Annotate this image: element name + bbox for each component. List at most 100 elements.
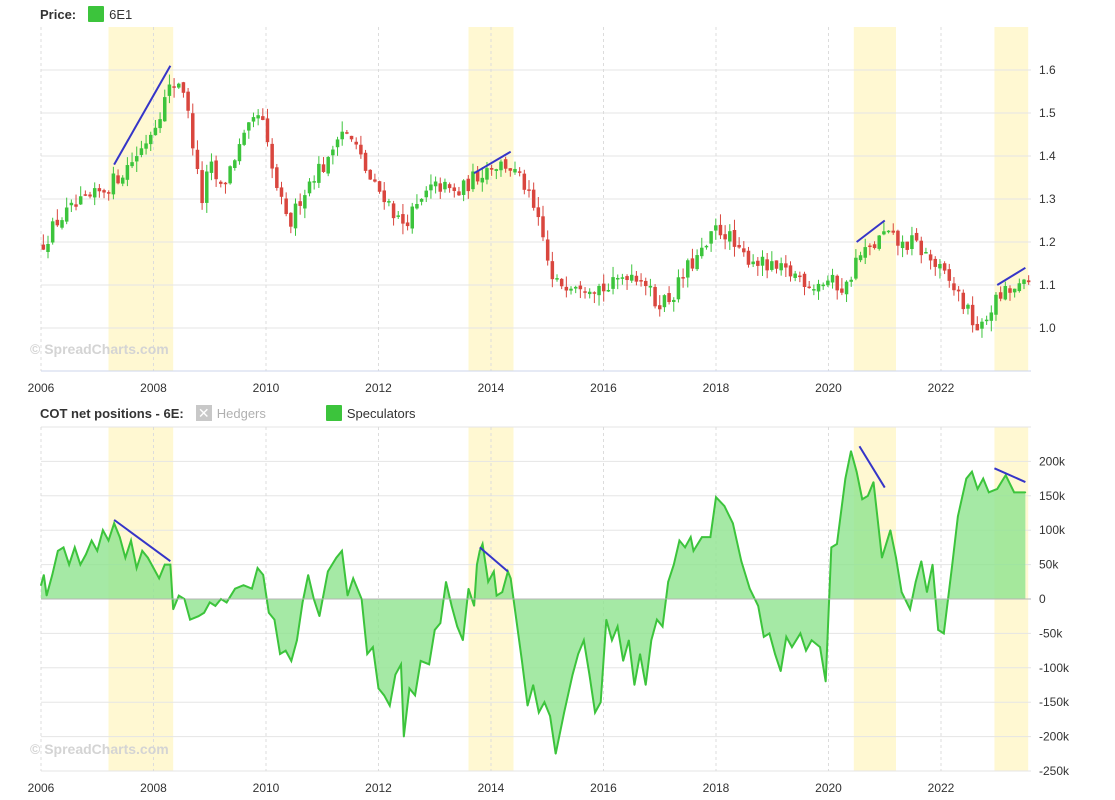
price-candle — [382, 190, 386, 203]
speculators-point — [169, 563, 172, 566]
price-candle — [784, 263, 788, 268]
price-candle — [209, 161, 214, 173]
speculators-point — [473, 605, 475, 607]
price-candle — [55, 219, 60, 226]
price-candle — [812, 289, 816, 291]
speculators-point — [178, 594, 180, 597]
price-candle — [172, 86, 176, 88]
price-candle — [335, 139, 340, 148]
price-trendline — [473, 150, 512, 175]
price-candle — [606, 289, 611, 292]
speculators-point — [279, 653, 281, 655]
cot-y-tick-label: 150k — [1039, 489, 1066, 503]
speculators-point — [135, 567, 138, 569]
cot-y-tick-label: -200k — [1039, 730, 1070, 744]
speculators-point — [394, 673, 397, 676]
price-candle — [714, 225, 718, 231]
speculators-point — [62, 546, 65, 549]
price-candle — [531, 189, 536, 208]
speculators-point — [467, 587, 470, 590]
cot-x-tick-label: 2010 — [253, 781, 280, 795]
price-trendline — [113, 65, 172, 166]
price-x-tick-label: 2016 — [590, 381, 617, 395]
speculators-point — [273, 618, 276, 621]
speculators-point — [476, 563, 478, 566]
price-candle — [177, 83, 181, 88]
price-candle — [158, 119, 162, 129]
price-candle — [191, 113, 195, 149]
price-candle — [559, 278, 564, 287]
price-candle — [401, 214, 405, 224]
speculators-point — [377, 687, 380, 690]
price-candle — [770, 261, 774, 270]
price-candle — [844, 281, 849, 295]
speculators-point — [673, 563, 675, 566]
price-candle — [891, 230, 895, 233]
price-candle — [1012, 288, 1017, 293]
speculators-point — [43, 574, 45, 576]
price-candle — [97, 188, 102, 192]
speculators-point — [577, 653, 579, 655]
price-candle — [541, 216, 545, 238]
speculators-point — [605, 618, 608, 621]
price-candle — [690, 258, 695, 269]
speculators-point — [85, 553, 87, 556]
price-x-tick-label: 2014 — [478, 381, 505, 395]
speculators-point — [692, 550, 695, 552]
price-candle — [219, 181, 223, 184]
price-candle — [984, 319, 989, 322]
price-candle — [742, 248, 746, 253]
speculators-point — [622, 660, 624, 662]
speculators-point — [867, 495, 869, 497]
price-candle — [858, 255, 863, 261]
speculators-point — [403, 735, 405, 738]
speculators-point — [844, 477, 847, 480]
speculators-point — [290, 660, 293, 662]
speculators-point — [926, 591, 928, 593]
price-candle — [578, 285, 583, 290]
speculators-point — [656, 618, 658, 621]
price-candle — [583, 291, 587, 293]
speculators-point — [366, 653, 369, 655]
speculators-point — [450, 605, 453, 607]
price-candle — [88, 194, 92, 197]
cot-y-tick-label: 0 — [1039, 592, 1046, 606]
price-candle — [233, 160, 237, 168]
price-x-tick-label: 2018 — [703, 381, 730, 395]
legend-item-speculators[interactable]: Speculators — [325, 405, 416, 421]
speculators-point — [920, 560, 923, 562]
cot-y-tick-label: -100k — [1039, 661, 1070, 675]
speculators-point — [352, 577, 354, 580]
speculators-point — [90, 539, 93, 542]
speculators-point — [951, 563, 954, 566]
speculators-point — [225, 601, 228, 604]
speculators-point — [45, 594, 48, 597]
price-y-tick-label: 1.4 — [1039, 149, 1056, 163]
price-candle — [989, 312, 994, 321]
speculators-point — [189, 618, 191, 621]
legend-item-6e1[interactable]: 6E1 — [88, 6, 132, 22]
speculators-point — [830, 546, 833, 549]
cot-y-tick-label: -250k — [1039, 764, 1070, 778]
price-candle — [756, 260, 760, 266]
legend-item-hedgers[interactable]: ✕ Hedgers — [195, 405, 266, 421]
price-candle — [517, 171, 522, 173]
price-candle — [489, 168, 494, 170]
price-candle — [447, 184, 452, 189]
price-candle — [672, 299, 676, 302]
speculators-point — [937, 629, 939, 631]
price-candle — [466, 178, 471, 192]
speculators-point — [768, 632, 771, 635]
price-candle — [522, 173, 527, 190]
price-candle — [527, 189, 531, 191]
price-candle — [387, 201, 391, 203]
price-candle — [994, 294, 998, 315]
price-candle — [396, 215, 400, 217]
cot-x-tick-label: 2020 — [815, 781, 842, 795]
speculators-point — [563, 711, 565, 714]
price-candle — [765, 259, 769, 271]
price-candle — [545, 239, 550, 261]
price-candle — [186, 91, 190, 111]
speculators-point — [526, 704, 529, 707]
legend-label-hedgers: Hedgers — [216, 405, 266, 421]
